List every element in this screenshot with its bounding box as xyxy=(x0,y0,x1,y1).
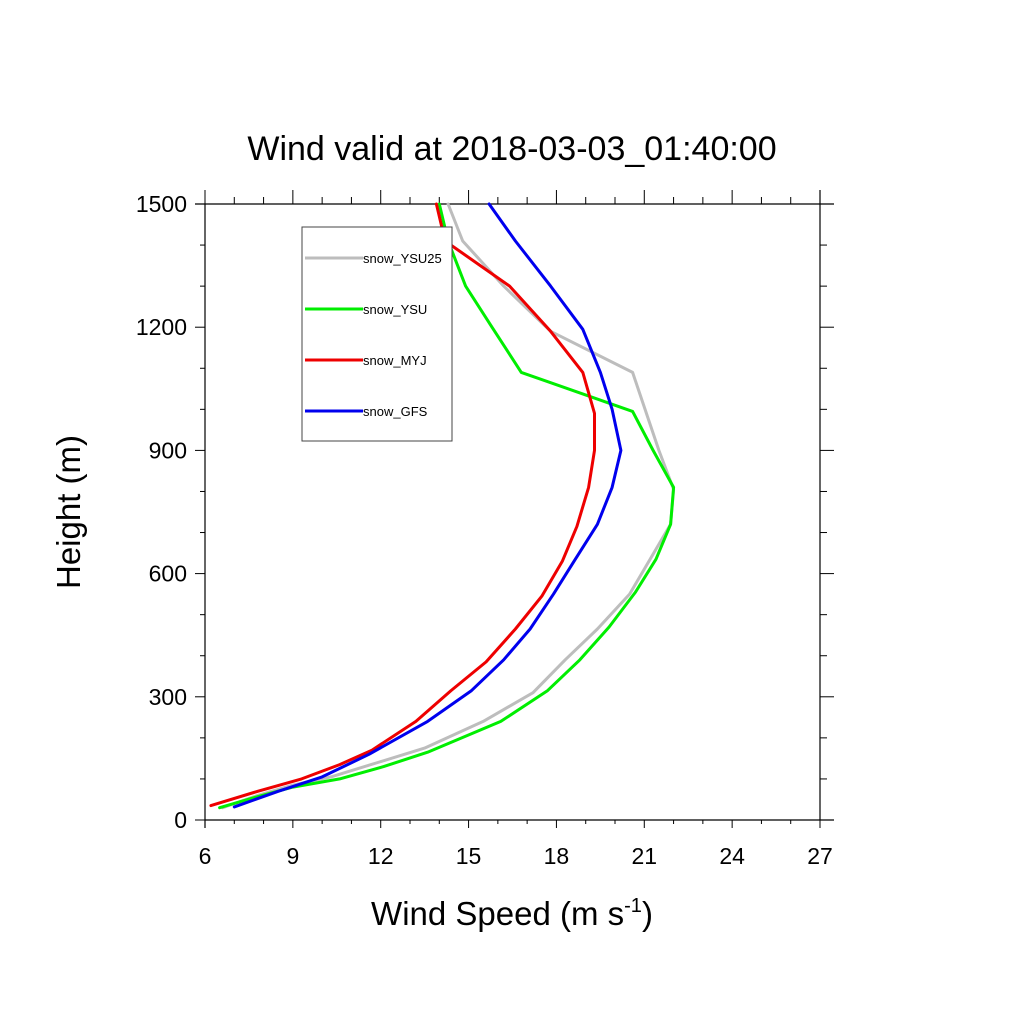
legend-label-snow_YSU25: snow_YSU25 xyxy=(363,251,442,266)
series-line-snow_GFS xyxy=(232,202,623,809)
y-axis-label: Height (m) xyxy=(50,435,87,589)
y-tick-labels: 0 300 600 900 1200 1500 xyxy=(136,191,187,833)
x-tick-label: 6 xyxy=(199,843,212,869)
series-line-snow_YSU xyxy=(218,202,676,810)
legend-label-snow_GFS: snow_GFS xyxy=(363,404,428,419)
legend-label-snow_MYJ: snow_MYJ xyxy=(363,353,427,368)
x-tick-label: 21 xyxy=(631,843,657,869)
series-lines xyxy=(209,202,676,810)
y-tick-label: 1500 xyxy=(136,191,187,217)
x-tick-label: 15 xyxy=(456,843,482,869)
y-tick-label: 0 xyxy=(174,807,187,833)
y-tick-label: 600 xyxy=(149,561,187,587)
x-axis-label-tail: ) xyxy=(642,895,653,932)
x-axis-label-sup: -1 xyxy=(624,895,642,917)
x-tick-label: 18 xyxy=(544,843,570,869)
x-axis-label: Wind Speed (m s-1) xyxy=(371,895,653,932)
x-tick-label: 12 xyxy=(368,843,394,869)
plot-frame xyxy=(195,190,834,828)
x-axis-label-main: Wind Speed (m s xyxy=(371,895,624,932)
x-tick-label: 9 xyxy=(286,843,299,869)
axis-ticks xyxy=(195,190,834,828)
legend-label-snow_YSU: snow_YSU xyxy=(363,302,427,317)
x-tick-label: 27 xyxy=(807,843,833,869)
series-line-snow_MYJ xyxy=(209,202,596,808)
chart-title: Wind valid at 2018-03-03_01:40:00 xyxy=(247,130,776,168)
legend-box xyxy=(301,226,453,442)
series-line-snow_YSU25 xyxy=(221,202,676,810)
y-tick-label: 900 xyxy=(149,437,187,463)
y-tick-label: 300 xyxy=(149,684,187,710)
x-tick-labels: 6 9 12 15 18 21 24 27 xyxy=(199,843,833,869)
legend: snow_YSU25 snow_YSU snow_MYJ snow_GFS xyxy=(301,226,453,442)
y-tick-label: 1200 xyxy=(136,314,187,340)
x-tick-label: 24 xyxy=(719,843,745,869)
